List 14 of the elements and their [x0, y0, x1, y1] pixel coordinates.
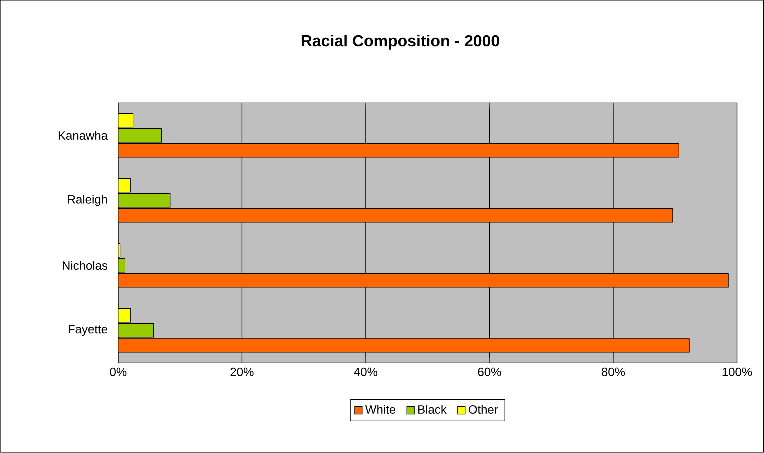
y-tick-label: Fayette — [68, 325, 108, 336]
x-tick-label: 100% — [722, 368, 752, 376]
chart-title: Racial Composition - 2000 — [302, 35, 500, 50]
legend-label: White — [365, 405, 396, 414]
legend-label: Black — [418, 405, 447, 414]
x-tick-label: 40% — [354, 368, 378, 376]
x-tick-label: 60% — [478, 368, 502, 376]
x-tick-label: 20% — [230, 368, 254, 376]
y-tick-label: Kanawha — [58, 131, 108, 140]
x-tick-label: 80% — [602, 368, 626, 376]
y-tick-label: Nicholas — [62, 261, 108, 270]
legend-label: Other — [468, 405, 498, 414]
x-tick-label: 0% — [110, 368, 127, 376]
y-tick-label: Raleigh — [68, 195, 108, 206]
